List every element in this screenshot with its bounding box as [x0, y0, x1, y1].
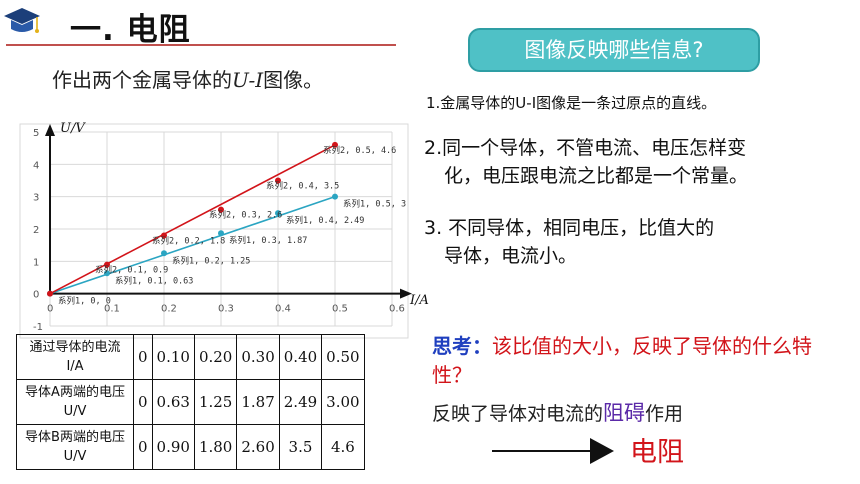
table-cell: 0.40 [278, 334, 323, 380]
data-label: 系列2, 0.2, 1.8 [152, 235, 225, 246]
x-axis-arrow [400, 288, 412, 299]
table-cell: 1.25 [193, 379, 238, 425]
data-label: 系列1, 0.5, 3 [343, 199, 406, 210]
y-axis-label: U/V [60, 121, 86, 136]
chart-axes [45, 124, 412, 299]
table-cell: 0 [133, 379, 153, 425]
x-tick-label: 0.1 [104, 304, 120, 315]
chart-ticks: 0 0.1 0.2 0.3 0.4 0.5 0.6 -1 0 1 2 3 4 5 [33, 128, 405, 333]
data-label: 系列2, 0.3, 2.6 [209, 210, 282, 221]
table-cell: 0.20 [193, 334, 238, 380]
table-cell: 0 [133, 334, 153, 380]
x-axis-label: I/A [409, 293, 429, 308]
data-point [47, 290, 53, 297]
y-tick-label: 0 [33, 290, 39, 301]
x-tick-label: 0.4 [275, 304, 291, 315]
y-tick-label: 3 [33, 193, 39, 204]
table-cell: 1.87 [236, 379, 280, 425]
chart-frame [19, 123, 409, 339]
x-tick-label: 0 [47, 304, 53, 315]
data-label: 系列2, 0.5, 4.6 [323, 145, 396, 156]
x-tick-label: 0.6 [389, 304, 405, 315]
point-3-line-2: 导体，电流小。 [444, 245, 578, 267]
data-label: 系列1, 0.2, 1.25 [172, 255, 250, 266]
table-row-current: 通过导体的电流 I/A 0 0.10 0.20 0.30 0.40 0.50 [16, 334, 365, 380]
data-point [161, 250, 167, 257]
title-divider [6, 44, 396, 46]
x-tick-label: 0.5 [332, 304, 348, 315]
row-header-voltage-b: 导体B两端的电压 U/V [16, 424, 134, 470]
graduation-cap-icon [4, 8, 40, 33]
y-tick-label: -1 [33, 322, 43, 333]
think-label: 思考： [432, 334, 492, 358]
data-point [104, 261, 110, 268]
point-2-line-1: 2.同一个导体，不管电流、电压怎样变 [424, 137, 747, 159]
chart-marks: 系列1, 0, 0 系列1, 0.1, 0.63 系列1, 0.2, 1.25 系列1… [47, 141, 406, 307]
data-table: 通过导体的电流 I/A 0 0.10 0.20 0.30 0.40 0.50 导… [16, 334, 365, 470]
table-row-voltage-b: 导体B两端的电压 U/V 0 0.90 1.80 2.60 3.5 4.6 [16, 424, 365, 470]
y-tick-label: 5 [33, 128, 39, 139]
data-label: 系列1, 0, 0 [58, 296, 111, 307]
table-cell: 1.80 [193, 424, 238, 470]
point-3: 3. 不同导体，相同电压，比值大的 导体，电流小。 [424, 214, 824, 270]
table-cell: 0.30 [236, 334, 280, 380]
data-label: 系列1, 0.3, 1.87 [229, 235, 307, 246]
series-line-2 [49, 144, 336, 295]
y-axis-arrow [45, 124, 55, 136]
table-cell: 0.63 [151, 379, 195, 425]
right-arrow-icon [492, 438, 614, 464]
point-1: 1.金属导体的U-I图像是一条过原点的直线。 [426, 94, 717, 112]
x-tick-label: 0.2 [161, 304, 177, 315]
data-point [275, 177, 281, 184]
table-cell: 2.49 [278, 379, 323, 425]
page-title: 一. 电阻 [70, 12, 191, 48]
table-cell: 3.00 [321, 379, 365, 425]
data-point [275, 210, 281, 217]
subtitle: 作出两个金属导体的U-I图像。 [52, 68, 324, 92]
table-row-voltage-a: 导体A两端的电压 U/V 0 0.63 1.25 1.87 2.49 3.00 [16, 379, 365, 425]
answer-resistance: 电阻 [630, 437, 684, 468]
row-header-voltage-a: 导体A两端的电压 U/V [16, 379, 134, 425]
table-cell: 3.5 [278, 424, 323, 470]
data-point [332, 141, 338, 148]
data-point [332, 193, 338, 200]
y-tick-label: 1 [33, 257, 39, 268]
data-point [104, 270, 110, 277]
point-2-line-2: 化，电压跟电流之比都是一个常量。 [444, 165, 749, 187]
highlight-word: 阻碍 [603, 401, 646, 425]
y-tick-label: 2 [33, 225, 39, 236]
table-cell: 0.10 [151, 334, 195, 380]
data-label: 系列2, 0.4, 3.5 [266, 181, 339, 192]
y-tick-label: 4 [33, 160, 39, 171]
data-point [161, 232, 167, 239]
data-label: 系列2, 0.1, 0.9 [95, 265, 168, 276]
series-line-1 [49, 195, 336, 295]
data-label: 系列1, 0.4, 2.49 [286, 215, 364, 226]
table-cell: 2.60 [236, 424, 280, 470]
point-3-line-1: 3. 不同导体，相同电压，比值大的 [424, 217, 715, 239]
data-label: 系列1, 0.1, 0.63 [115, 275, 193, 286]
table-cell: 4.6 [321, 424, 365, 470]
think-text: 该比值的大小，反映了导体的什么特性？ [432, 334, 812, 387]
table-cell: 0 [133, 424, 153, 470]
data-point [218, 230, 224, 237]
point-2: 2.同一个导体，不管电流、电压怎样变 化，电压跟电流之比都是一个常量。 [424, 134, 849, 190]
reflect-answer: 反映了导体对电流的阻碍作用 [432, 401, 684, 425]
think-question: 思考：该比值的大小，反映了导体的什么特性？ [432, 332, 842, 390]
table-cell: 0.50 [321, 334, 365, 380]
x-tick-label: 0.3 [218, 304, 234, 315]
row-header-current: 通过导体的电流 I/A [16, 334, 134, 380]
data-point [218, 206, 224, 213]
table-cell: 0.90 [151, 424, 195, 470]
question-box: 图像反映哪些信息? [468, 28, 760, 72]
